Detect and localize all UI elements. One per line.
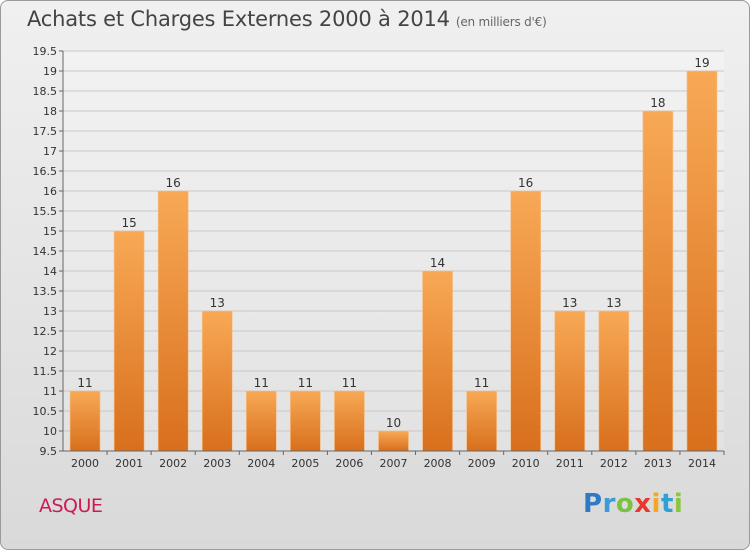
- y-tick-label: 13: [43, 305, 57, 318]
- commune-name: ASQUE: [39, 495, 102, 517]
- data-label: 16: [166, 176, 181, 190]
- data-label: 18: [650, 96, 665, 110]
- bar-2006: [334, 391, 364, 451]
- bar-2008: [423, 271, 453, 451]
- data-label: 11: [254, 376, 269, 390]
- y-tick-label: 14.5: [33, 245, 58, 258]
- logo-letter: P: [583, 489, 603, 519]
- data-label: 11: [474, 376, 489, 390]
- x-tick-label: 2006: [335, 457, 363, 470]
- y-axis: 9.5 10 10.5 11 11.5 12 12.5 13 13.5 14 14.5 15 15.5 1…: [33, 45, 64, 458]
- y-tick-label: 14: [43, 265, 57, 278]
- data-label: 11: [77, 376, 92, 390]
- data-label: 13: [562, 296, 577, 310]
- x-tick-label: 2013: [644, 457, 672, 470]
- y-tick-label: 19.5: [33, 45, 58, 58]
- y-tick-label: 17: [43, 145, 57, 158]
- x-tick-label: 2005: [291, 457, 319, 470]
- logo-letter: x: [634, 489, 651, 519]
- y-tick-label: 18.5: [33, 85, 58, 98]
- y-tick-label: 12: [43, 345, 57, 358]
- logo-letter: i: [652, 489, 661, 519]
- bar-2014: [687, 71, 717, 451]
- x-tick-label: 2012: [600, 457, 628, 470]
- bar-2012: [599, 311, 629, 451]
- y-tick-label: 19: [43, 65, 57, 78]
- data-label: 13: [210, 296, 225, 310]
- bar-2011: [555, 311, 585, 451]
- logo-letter: t: [661, 489, 674, 519]
- y-tick-label: 16: [43, 185, 57, 198]
- y-tick-label: 12.5: [33, 325, 58, 338]
- data-label: 11: [298, 376, 313, 390]
- x-tick-label: 2010: [512, 457, 540, 470]
- y-tick-label: 16.5: [33, 165, 58, 178]
- y-tick-label: 15.5: [33, 205, 58, 218]
- y-tick-label: 13.5: [33, 285, 58, 298]
- logo-letter: o: [616, 489, 634, 519]
- data-label: 13: [606, 296, 621, 310]
- x-tick-label: 2002: [159, 457, 187, 470]
- y-tick-label: 9.5: [40, 445, 58, 458]
- proxiti-logo: Proxiti: [583, 489, 683, 519]
- bar-2005: [290, 391, 320, 451]
- data-label: 10: [386, 416, 401, 430]
- bar-2000: [70, 391, 100, 451]
- bar-2010: [511, 191, 541, 451]
- bar-2007: [379, 431, 409, 451]
- y-tick-label: 10: [43, 425, 57, 438]
- x-tick-label: 2001: [115, 457, 143, 470]
- bar-chart: 11 15 16 13 11 11 11 10 14 11 16 13 13 18 19 9.5 10 10.5…: [1, 1, 750, 550]
- x-tick-label: 2007: [380, 457, 408, 470]
- x-tick-label: 2004: [247, 457, 275, 470]
- x-tick-label: 2014: [688, 457, 716, 470]
- y-tick-label: 10.5: [33, 405, 58, 418]
- bar-2004: [246, 391, 276, 451]
- x-tick-label: 2009: [468, 457, 496, 470]
- bar-2001: [114, 231, 144, 451]
- x-tick-label: 2011: [556, 457, 584, 470]
- logo-letter: r: [603, 489, 616, 519]
- y-tick-label: 11: [43, 385, 57, 398]
- data-label: 11: [342, 376, 357, 390]
- logo-letter: i: [674, 489, 683, 519]
- data-label: 16: [518, 176, 533, 190]
- bar-2002: [158, 191, 188, 451]
- y-tick-label: 15: [43, 225, 57, 238]
- data-label: 15: [121, 216, 136, 230]
- x-tick-label: 2008: [424, 457, 452, 470]
- y-tick-label: 11.5: [33, 365, 58, 378]
- x-tick-label: 2003: [203, 457, 231, 470]
- chart-frame: Achats et Charges Externes 2000 à 2014 (e…: [0, 0, 750, 550]
- y-tick-label: 17.5: [33, 125, 58, 138]
- y-tick-label: 18: [43, 105, 57, 118]
- bar-2009: [467, 391, 497, 451]
- data-label: 19: [694, 56, 709, 70]
- bar-2003: [202, 311, 232, 451]
- x-axis: 2000 2001 2002 2003 2004 2005 2006 2007 2008 2009…: [63, 451, 724, 470]
- x-tick-label: 2000: [71, 457, 99, 470]
- data-label: 14: [430, 256, 445, 270]
- bar-2013: [643, 111, 673, 451]
